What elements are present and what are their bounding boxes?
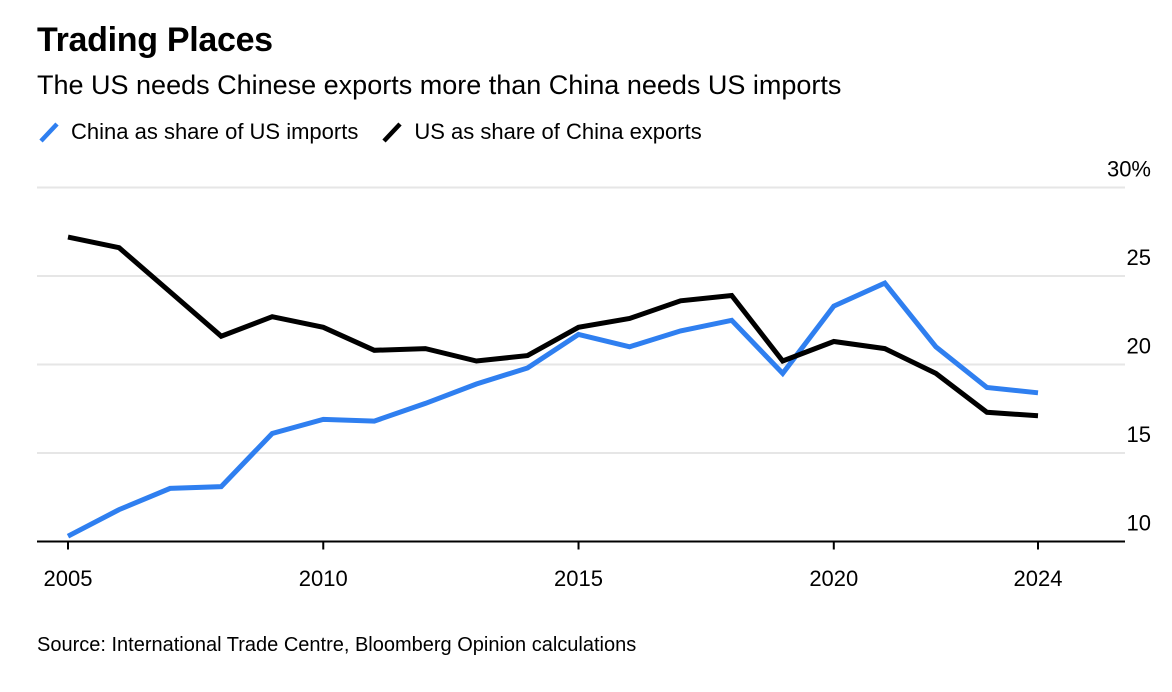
- chart-subtitle: The US needs Chinese exports more than C…: [37, 70, 842, 100]
- legend-swatch-us-share-china-exports: [382, 122, 402, 143]
- y-tick-label-20: 20: [1127, 334, 1151, 359]
- gridlines: [37, 186, 1125, 454]
- series-line-us-share-china-exports: [67, 234, 1039, 419]
- legend-item-us-share-china-exports: US as share of China exports: [380, 119, 702, 145]
- y-tick-label-15: 15: [1127, 422, 1151, 447]
- y-tick-label-25: 25: [1127, 245, 1151, 270]
- x-tick-label-2024: 2024: [1014, 566, 1063, 591]
- legend-label-china-share-us-imports: China as share of US imports: [71, 119, 359, 144]
- chart-legend: China as share of US imports US as share…: [37, 117, 724, 147]
- chart-title: Trading Places: [37, 21, 273, 59]
- series-lines: [66, 234, 1039, 539]
- legend-label-us-share-china-exports: US as share of China exports: [414, 119, 702, 144]
- y-axis-ticks: 30% 25 20 15 10: [1107, 157, 1151, 536]
- x-tick-label-2015: 2015: [554, 566, 603, 591]
- legend-swatch-china-share-us-imports: [39, 122, 59, 143]
- legend-item-china-share-us-imports: China as share of US imports: [37, 119, 358, 145]
- x-tick-label-2005: 2005: [44, 566, 93, 591]
- x-axis: 2005 2010 2015 2020 2024: [37, 540, 1125, 591]
- x-tick-label-2020: 2020: [809, 566, 858, 591]
- x-tick-label-2010: 2010: [299, 566, 348, 591]
- source-note: Source: International Trade Centre, Bloo…: [37, 634, 637, 656]
- y-tick-label-30: 30%: [1107, 157, 1151, 182]
- series-line-china-share-us-imports: [66, 280, 1039, 539]
- y-tick-label-10: 10: [1127, 511, 1151, 536]
